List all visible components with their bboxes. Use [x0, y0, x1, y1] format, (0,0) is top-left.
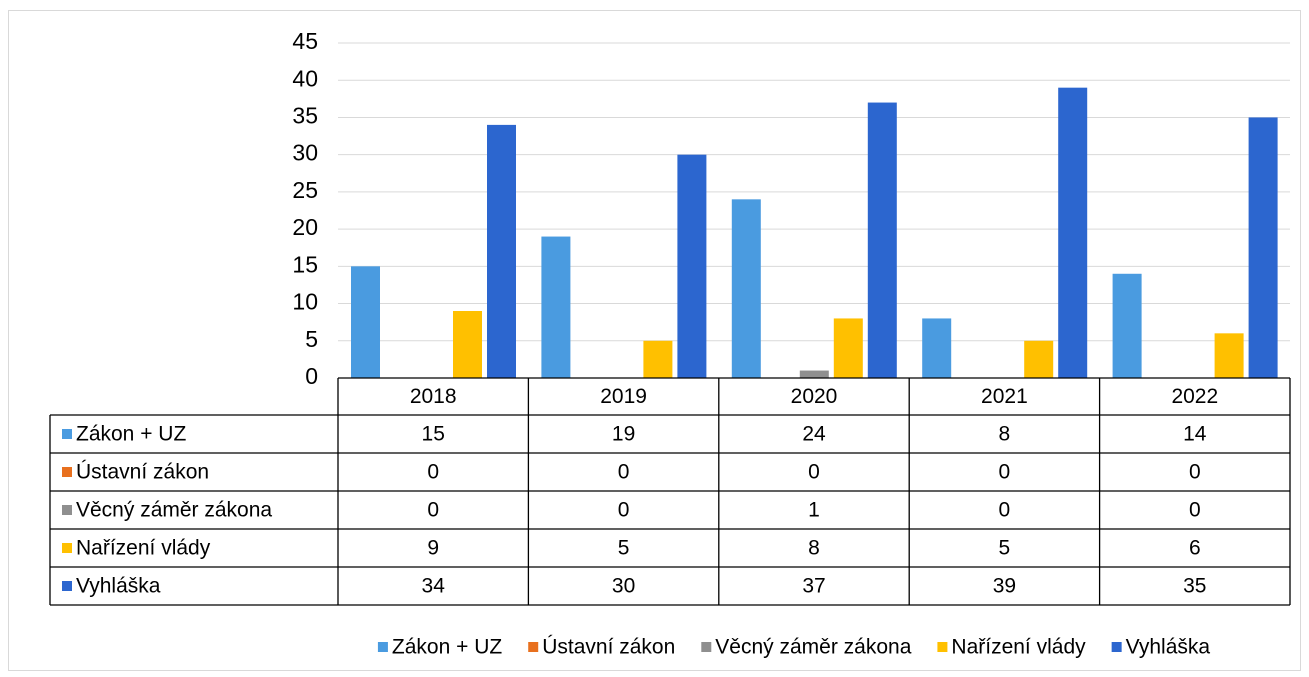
table-cell: 0 [808, 461, 820, 484]
y-tick-label: 10 [292, 289, 318, 315]
table-cell: 0 [427, 461, 439, 484]
table-row-label: Vyhláška [76, 575, 161, 598]
legend-key [377, 642, 388, 652]
y-tick-label: 5 [305, 326, 318, 352]
table-cell: 15 [422, 423, 445, 446]
y-tick-label: 15 [292, 251, 318, 277]
bar [1248, 117, 1278, 378]
table-cell: 0 [999, 461, 1011, 484]
table-cell: 39 [993, 575, 1016, 598]
table-cell: 5 [999, 537, 1011, 560]
table-cell: 8 [999, 423, 1011, 446]
x-tick-label: 2020 [791, 385, 838, 408]
legend-key [528, 642, 539, 652]
table-cell: 0 [427, 499, 439, 522]
table-cell: 1 [808, 499, 820, 522]
table-legend-key [62, 429, 72, 439]
y-tick-label: 20 [292, 214, 318, 240]
table-cell: 30 [612, 575, 635, 598]
x-tick-label: 2019 [600, 385, 647, 408]
y-tick-label: 25 [292, 177, 318, 203]
table-cell: 9 [427, 537, 439, 560]
bar [1214, 333, 1244, 378]
bar [351, 266, 380, 378]
table-cell: 35 [1183, 575, 1206, 598]
legend-key [701, 642, 712, 652]
bar [643, 340, 673, 378]
bar [487, 124, 516, 378]
y-tick-label: 40 [292, 65, 318, 91]
table-cell: 19 [612, 423, 635, 446]
table-legend-key [62, 467, 72, 477]
table-cell: 0 [1189, 499, 1201, 522]
x-tick-label: 2018 [410, 385, 457, 408]
legend-label: Ústavní zákon [542, 636, 675, 659]
table-cell: 6 [1189, 537, 1201, 560]
bar [799, 370, 829, 378]
bar [867, 102, 897, 379]
table-cell: 14 [1183, 423, 1207, 446]
y-tick-label: 35 [292, 103, 318, 129]
table-row-label: Věcný záměr zákona [76, 499, 272, 522]
bar [731, 199, 761, 378]
bar [541, 236, 571, 378]
x-tick-label: 2022 [1171, 385, 1218, 408]
legend-label: Věcný záměr zákona [715, 636, 911, 659]
table-cell: 24 [802, 423, 826, 446]
table-row-label: Zákon + UZ [76, 423, 186, 446]
table-cell: 5 [618, 537, 630, 560]
table-cell: 0 [618, 461, 630, 484]
bar [677, 154, 707, 378]
table-cell: 37 [802, 575, 825, 598]
table-cell: 34 [422, 575, 446, 598]
table-legend-key [62, 543, 72, 553]
legend-label: Zákon + UZ [392, 636, 502, 659]
table-cell: 0 [999, 499, 1011, 522]
bar [833, 318, 863, 378]
legend-label: Nařízení vlády [951, 636, 1086, 659]
legend-key [1111, 642, 1122, 652]
table-cell: 8 [808, 537, 820, 560]
table-row-label: Nařízení vlády [76, 537, 211, 560]
y-tick-label: 30 [292, 140, 318, 166]
y-tick-label: 45 [292, 28, 318, 54]
table-legend-key [62, 581, 72, 591]
table-cell: 0 [1189, 461, 1201, 484]
table-legend-key [62, 505, 72, 515]
bar [1112, 273, 1142, 378]
bar [922, 318, 952, 378]
bar [453, 311, 482, 378]
table-row-label: Ústavní zákon [76, 461, 209, 484]
bar [1024, 340, 1054, 378]
legend-label: Vyhláška [1126, 636, 1211, 659]
x-tick-label: 2021 [981, 385, 1028, 408]
bar [1058, 87, 1088, 379]
table-cell: 0 [618, 499, 630, 522]
y-tick-label: 0 [305, 363, 318, 389]
legend-key [937, 642, 948, 652]
